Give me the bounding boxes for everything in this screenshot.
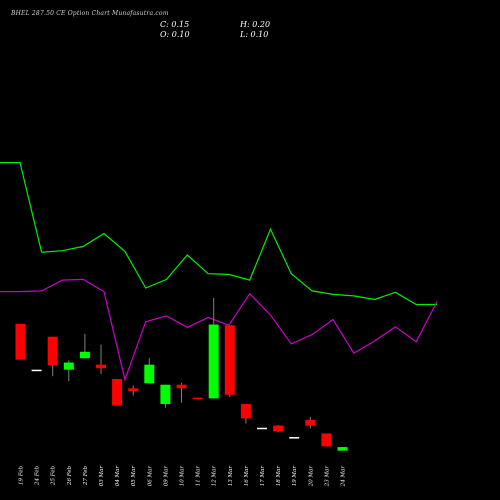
candle-body bbox=[128, 388, 139, 392]
candle-body bbox=[112, 379, 123, 406]
x-tick-label: 16 Mar bbox=[244, 466, 250, 487]
candle-body bbox=[321, 433, 332, 447]
candle-body bbox=[63, 362, 74, 370]
candle-body bbox=[176, 384, 187, 389]
x-tick-label: 17 Mar bbox=[260, 466, 266, 487]
candle-body bbox=[31, 369, 42, 372]
x-tick-label: 20 Mar bbox=[308, 466, 314, 488]
chart-title: BHEL 287.50 CE Option Chart Munafasutra.… bbox=[11, 10, 169, 17]
candle-body bbox=[144, 364, 155, 384]
candle-body bbox=[192, 397, 203, 400]
overlay-line-magenta bbox=[0, 278, 438, 382]
candle-body bbox=[305, 419, 316, 426]
x-tick-label: 19 Feb bbox=[19, 466, 25, 486]
x-tick-label: 09 Mar bbox=[163, 466, 169, 487]
candle-body bbox=[79, 351, 90, 359]
candle-body bbox=[289, 437, 300, 439]
candle-body bbox=[273, 425, 284, 432]
x-tick-label: 18 Mar bbox=[276, 466, 282, 487]
candle-body bbox=[15, 323, 26, 360]
candle-body bbox=[257, 427, 267, 430]
x-tick-label: 24 Mar bbox=[341, 466, 347, 488]
candle-body bbox=[96, 364, 106, 369]
x-tick-label: 03 Mar bbox=[99, 466, 105, 487]
overlay-line-green bbox=[0, 162, 437, 306]
candle-body bbox=[160, 384, 171, 405]
x-tick-label: 10 Mar bbox=[180, 466, 186, 487]
high-value: H: 0.20 bbox=[240, 20, 271, 29]
x-tick-label: 26 Feb bbox=[67, 466, 73, 487]
x-tick-label: 11 Mar bbox=[196, 466, 202, 487]
low-value: L: 0.10 bbox=[240, 30, 269, 39]
x-tick-label: 25 Feb bbox=[51, 466, 57, 487]
x-tick-label: 24 Feb bbox=[35, 466, 41, 487]
open-value: O: 0.10 bbox=[160, 30, 190, 39]
candle-body bbox=[240, 404, 251, 419]
candle-body bbox=[47, 336, 58, 366]
x-tick-label: 19 Mar bbox=[292, 466, 298, 487]
candle-body bbox=[337, 447, 348, 451]
candle-body bbox=[208, 324, 219, 399]
x-tick-label: 27 Feb bbox=[83, 466, 89, 487]
x-tick-label: 04 Mar bbox=[115, 466, 121, 487]
candle-body bbox=[224, 325, 235, 395]
x-tick-label: 13 Mar bbox=[228, 466, 234, 487]
x-tick-label: 05 Mar bbox=[131, 466, 137, 487]
x-tick-label: 06 Mar bbox=[147, 466, 153, 487]
close-value: C: 0.15 bbox=[160, 20, 190, 29]
x-tick-label: 23 Mar bbox=[324, 466, 330, 488]
x-tick-label: 12 Mar bbox=[212, 466, 218, 487]
